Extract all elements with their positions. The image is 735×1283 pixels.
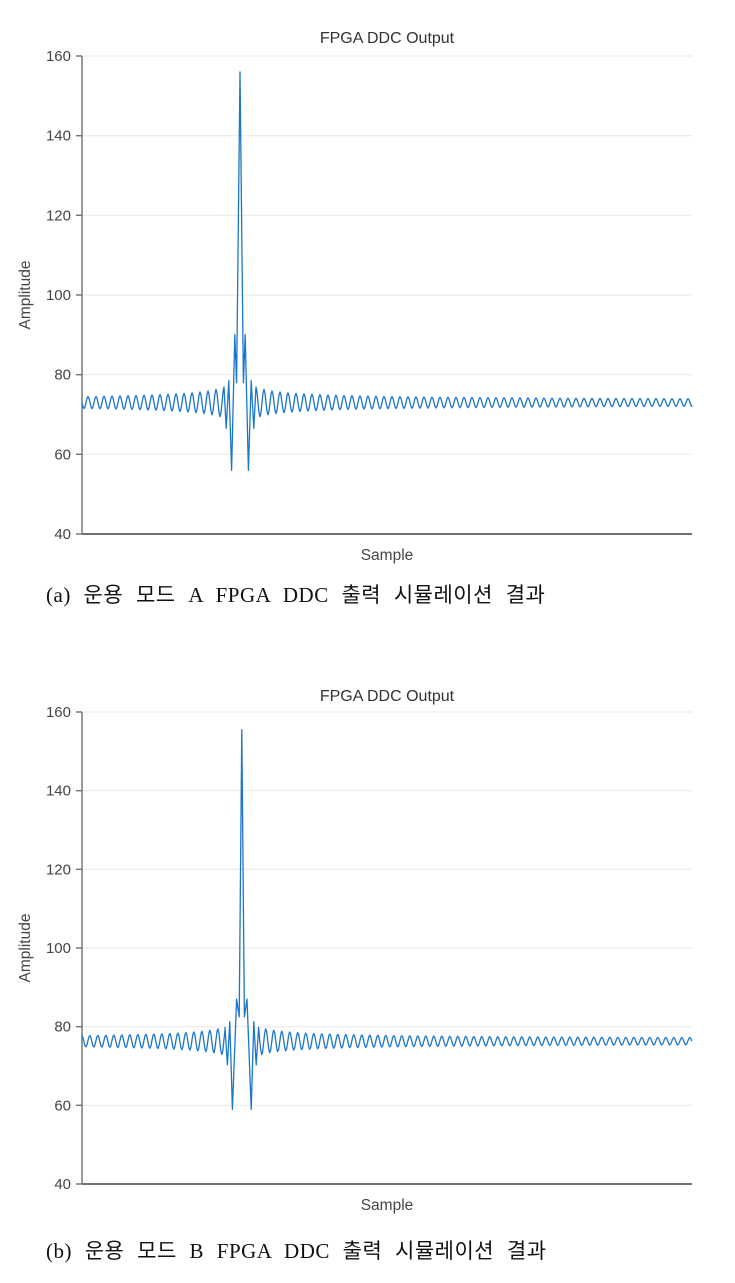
y-tick-label: 140 (46, 783, 71, 800)
chart-b-canvas: 40 60 80 100 120 140 160 FPGA DDC Output Sample A… (0, 656, 735, 1222)
y-tick-label: 160 (46, 48, 71, 65)
figure-b: 40 60 80 100 120 140 160 FPGA DDC Output Sample A… (0, 656, 735, 1268)
chart-title: FPGA DDC Output (320, 30, 455, 47)
y-tick-label: 80 (54, 367, 71, 384)
y-tick-label: 140 (46, 128, 71, 145)
figure-b-caption: (b) 운용 모드 B FPGA DDC 출력 시뮬레이션 결과 (46, 1239, 547, 1263)
y-tick-label: 60 (54, 446, 71, 463)
figure-a: 40 60 80 100 120 140 160 FPGA DDC Output Sample A… (0, 0, 735, 612)
waveform-line (81, 71, 693, 471)
waveform-line (81, 729, 693, 1110)
y-tick-label: 60 (54, 1097, 71, 1114)
y-tick-label: 120 (46, 861, 71, 878)
x-axis-label: Sample (361, 547, 414, 564)
y-axis-label: Amplitude (17, 914, 34, 983)
y-axis-label: Amplitude (17, 261, 34, 330)
chart-a-canvas: 40 60 80 100 120 140 160 FPGA DDC Output Sample A… (0, 0, 735, 572)
y-tick-label: 40 (54, 1176, 71, 1193)
figure-a-caption: (a) 운용 모드 A FPGA DDC 출력 시뮬레이션 결과 (46, 583, 546, 607)
y-tick-label: 100 (46, 940, 71, 957)
y-tick-label: 40 (54, 526, 71, 543)
y-tick-label: 80 (54, 1019, 71, 1036)
y-tick-label: 160 (46, 704, 71, 721)
y-tick-label: 120 (46, 207, 71, 224)
x-axis-label: Sample (361, 1197, 414, 1214)
y-tick-label: 100 (46, 287, 71, 304)
chart-title: FPGA DDC Output (320, 688, 455, 705)
